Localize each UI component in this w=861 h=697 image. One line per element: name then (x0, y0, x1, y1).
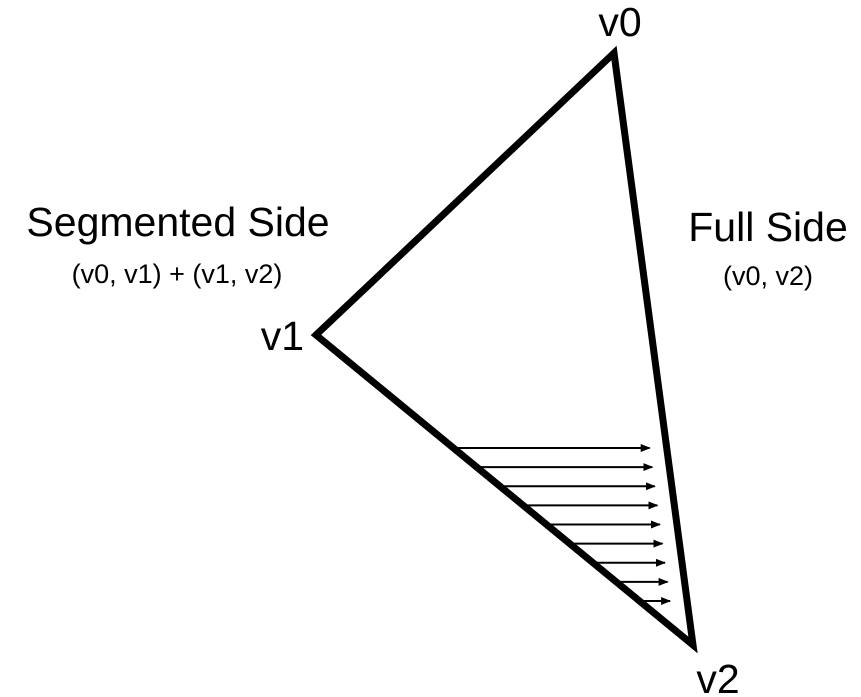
vertex-label-v0: v0 (598, 0, 641, 45)
vertex-label-v1: v1 (261, 313, 304, 359)
full-side-subtitle: (v0, v2) (723, 261, 813, 291)
segmented-side-subtitle: (v0, v1) + (v1, v2) (72, 259, 283, 289)
full-side-title: Full Side (688, 204, 848, 250)
vertex-label-v2: v2 (696, 656, 739, 697)
scanline-arrows (453, 444, 672, 605)
triangle-outline (310, 45, 698, 654)
segmented-side-title: Segmented Side (26, 199, 329, 245)
